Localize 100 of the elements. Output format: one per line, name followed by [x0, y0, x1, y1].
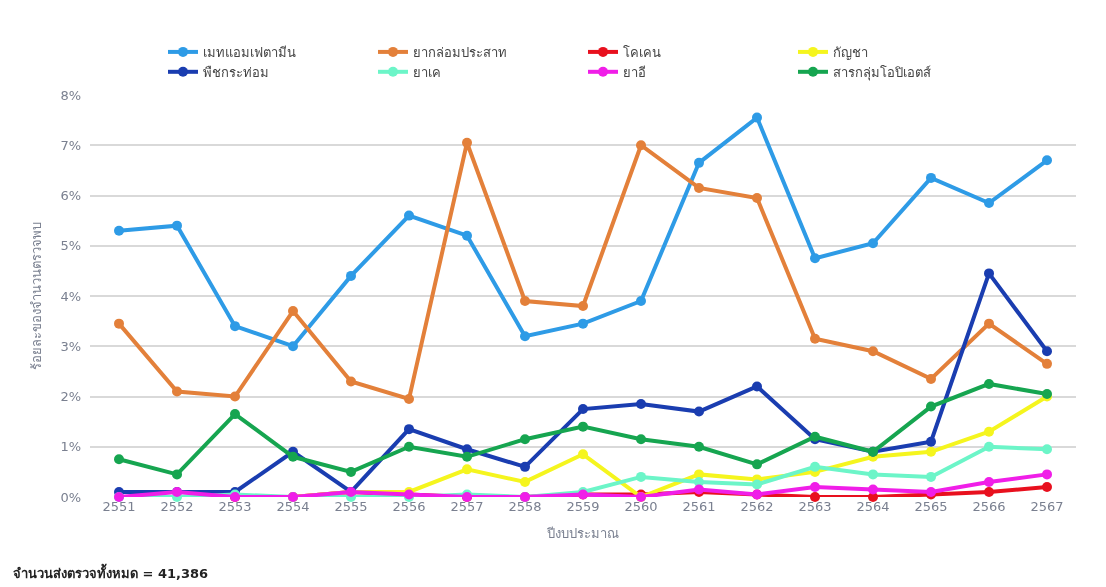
point — [926, 373, 936, 384]
y-tick-label: 2% — [60, 389, 81, 405]
point — [578, 421, 588, 432]
point — [1042, 444, 1052, 455]
point — [926, 471, 936, 482]
point — [984, 441, 994, 452]
legend-label: ยาเค — [413, 64, 441, 80]
point — [810, 492, 820, 502]
point — [462, 230, 472, 241]
point — [114, 454, 124, 465]
x-tick-label: 2567 — [1030, 499, 1064, 514]
point — [636, 296, 646, 307]
x-tick-label: 2554 — [276, 499, 310, 514]
y-tick-label: 8% — [60, 87, 81, 103]
point — [346, 270, 356, 281]
x-tick-label: 2557 — [450, 499, 484, 514]
point — [752, 381, 762, 392]
point — [578, 404, 588, 415]
y-tick-label: 1% — [60, 439, 81, 455]
y-tick-label: 6% — [60, 188, 81, 204]
legend-label: เมทแอมเฟตามีน — [203, 44, 296, 60]
point — [636, 471, 646, 482]
x-tick-label: 2558 — [508, 499, 542, 514]
point — [868, 484, 878, 495]
point — [520, 476, 530, 487]
point — [288, 451, 298, 462]
point — [520, 461, 530, 472]
y-tick-label: 4% — [60, 288, 81, 304]
legend-label: โคเคน — [623, 44, 661, 60]
point — [984, 198, 994, 209]
point — [404, 424, 414, 435]
point — [172, 386, 182, 397]
point — [404, 210, 414, 221]
point — [636, 140, 646, 151]
point — [752, 459, 762, 470]
point — [230, 391, 240, 402]
x-tick-label: 2552 — [160, 499, 194, 514]
y-axis-title: ร้อยละของจำนวนตรวจพบ — [29, 222, 45, 370]
point — [636, 399, 646, 410]
point — [868, 346, 878, 357]
point — [984, 426, 994, 437]
point — [926, 172, 936, 183]
point — [288, 341, 298, 352]
point — [926, 436, 936, 447]
x-tick-label: 2559 — [566, 499, 600, 514]
point — [694, 441, 704, 452]
x-tick-label: 2551 — [102, 499, 136, 514]
point — [578, 449, 588, 460]
legend-label: ยากล่อมประสาท — [413, 44, 507, 60]
point — [1042, 155, 1052, 166]
x-tick-label: 2560 — [624, 499, 658, 514]
x-axis-title: ปีงบประมาณ — [546, 525, 619, 541]
point — [810, 481, 820, 492]
x-tick-label: 2563 — [798, 499, 832, 514]
point — [172, 220, 182, 231]
point — [868, 238, 878, 249]
point — [462, 451, 472, 462]
x-tick-label: 2555 — [334, 499, 368, 514]
point — [984, 318, 994, 329]
text: จำนวนส่งตรวจทั้งหมด = 41,386 — [13, 563, 209, 581]
point — [984, 268, 994, 279]
legend-label: สารกลุ่มโอปิเอตส์ — [833, 64, 931, 81]
x-tick-label: 2556 — [392, 499, 426, 514]
y-tick-label: 0% — [60, 489, 81, 505]
point — [114, 225, 124, 236]
x-tick-label: 2566 — [972, 499, 1006, 514]
x-tick-label: 2565 — [914, 499, 948, 514]
point — [462, 137, 472, 148]
point — [694, 182, 704, 193]
point — [926, 446, 936, 457]
point — [984, 378, 994, 389]
y-tick-label: 7% — [60, 137, 81, 153]
x-tick-label: 2561 — [682, 499, 716, 514]
point — [1042, 346, 1052, 357]
point — [810, 333, 820, 344]
point — [462, 464, 472, 475]
point — [752, 193, 762, 204]
point — [520, 296, 530, 307]
point — [114, 318, 124, 329]
point — [346, 376, 356, 387]
point — [984, 486, 994, 497]
point — [694, 157, 704, 168]
point — [926, 401, 936, 412]
point — [752, 479, 762, 490]
legend-label: กัญชา — [833, 44, 868, 60]
point — [578, 301, 588, 312]
y-tick-label: 3% — [60, 338, 81, 354]
point — [810, 461, 820, 472]
point — [984, 476, 994, 487]
point — [230, 409, 240, 420]
point — [636, 434, 646, 445]
legend-label: พืชกระท่อม — [203, 64, 269, 80]
point — [810, 253, 820, 264]
point — [752, 112, 762, 123]
point — [1042, 358, 1052, 369]
point — [288, 306, 298, 317]
point — [520, 434, 530, 445]
legend-label: ยาอี — [623, 64, 646, 80]
point — [230, 321, 240, 332]
x-tick-label: 2564 — [856, 499, 890, 514]
